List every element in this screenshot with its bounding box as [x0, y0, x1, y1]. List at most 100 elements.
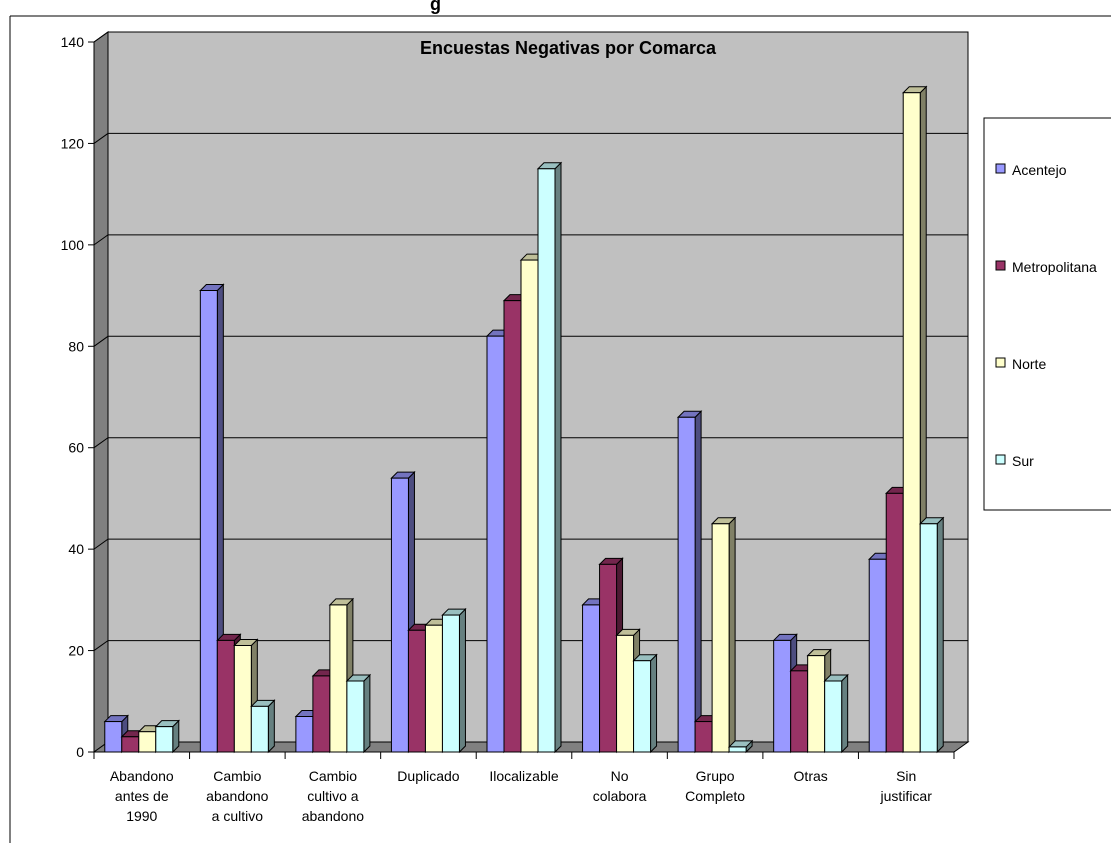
bar-front — [199, 290, 218, 753]
bar-side — [554, 161, 562, 754]
legend: Acentejo Metropolitana Norte Sur — [983, 117, 1111, 511]
x-category-label: 1990 — [126, 808, 157, 824]
bar-front — [329, 604, 348, 753]
legend-box — [983, 117, 1111, 511]
bar-side — [363, 673, 371, 754]
bar-front — [582, 604, 601, 753]
legend-label: Acentejo — [1012, 162, 1067, 178]
gridline — [93, 234, 968, 246]
bar-acentejo — [676, 410, 703, 754]
x-category-label: a cultivo — [212, 808, 264, 824]
bar-front — [537, 168, 556, 753]
bar-front — [486, 335, 505, 753]
bar-front — [216, 639, 235, 753]
bar-front — [346, 680, 365, 753]
bar-front — [616, 634, 635, 753]
top-cropped-text: g — [430, 0, 441, 14]
gridline — [93, 31, 968, 43]
x-category-label: Ilocalizable — [489, 768, 558, 784]
bar-acentejo — [103, 714, 129, 754]
bar-front — [868, 558, 887, 753]
bar-sur — [823, 673, 849, 754]
x-category-label: Grupo — [696, 768, 735, 784]
y-tick-label: 0 — [76, 744, 84, 760]
bar-side — [936, 516, 944, 754]
legend-swatch — [995, 163, 1006, 174]
legend-swatch — [995, 260, 1006, 271]
bar-side — [458, 607, 466, 754]
bar-front — [711, 523, 730, 753]
bar-front — [407, 629, 426, 753]
bar-front — [520, 259, 539, 753]
bar-side — [650, 653, 658, 754]
bar-front — [694, 721, 713, 753]
bar-front — [104, 721, 123, 753]
bar-front — [807, 655, 826, 753]
chart-title: Encuestas Negativas por Comarca — [420, 38, 717, 58]
bar-sur — [919, 516, 945, 754]
x-category-label: Completo — [685, 788, 745, 804]
bar-side — [694, 410, 702, 754]
x-category-label: colabora — [593, 788, 647, 804]
y-tick-label: 100 — [61, 237, 85, 253]
bar-norte — [710, 516, 737, 754]
bar-front — [824, 680, 843, 753]
y-tick-label: 80 — [68, 338, 84, 354]
bar-sur — [536, 161, 563, 754]
y-tick-label: 120 — [61, 135, 85, 151]
bar-front — [312, 675, 331, 753]
y-tick-label: 140 — [61, 34, 85, 50]
bar-front — [295, 716, 314, 753]
legend-label: Norte — [1012, 356, 1046, 372]
legend-swatch — [995, 357, 1006, 368]
bar-front — [677, 416, 696, 753]
x-category-label: Otras — [794, 768, 828, 784]
bar-front — [250, 705, 269, 753]
y-tick-label: 20 — [68, 643, 84, 659]
bar-front — [155, 726, 174, 753]
bar-side — [267, 699, 275, 754]
bar-sur — [154, 719, 180, 754]
bar-sur — [345, 673, 372, 754]
bar-sur — [727, 739, 754, 754]
axis-labels: 0 20 40 60 80 100 120 140 Abandono antes de 1990 Ca… — [61, 34, 933, 824]
bar-front — [424, 624, 443, 753]
x-category-label: Cambio — [309, 768, 357, 784]
bar-sur — [250, 699, 276, 754]
legend-label: Sur — [1012, 453, 1034, 469]
bar-front — [633, 660, 652, 753]
bar-front — [885, 492, 904, 753]
bar-front — [599, 563, 618, 753]
bar-front — [790, 670, 809, 753]
bar-front — [390, 477, 409, 753]
bars — [103, 85, 945, 754]
bar-front — [902, 92, 921, 753]
x-category-label: abandono — [206, 788, 269, 804]
bar-front — [121, 736, 140, 753]
bar-front — [138, 731, 157, 753]
x-category-label: Duplicado — [397, 768, 459, 784]
legend-label: Metropolitana — [1012, 259, 1097, 275]
bar-front — [441, 614, 460, 753]
bar-sur — [441, 607, 467, 754]
x-category-label: antes de — [115, 788, 169, 804]
gridline — [93, 132, 968, 144]
bar-side — [728, 516, 736, 754]
x-category-label: Cambio — [213, 768, 261, 784]
bar-side — [841, 673, 849, 754]
x-category-label: abandono — [302, 808, 365, 824]
bar-front — [503, 300, 522, 753]
bar-front — [728, 746, 747, 753]
x-category-label: cultivo a — [307, 788, 359, 804]
x-category-label: Abandono — [110, 768, 174, 784]
bar-front — [773, 639, 792, 753]
y-tick-label: 40 — [68, 541, 84, 557]
side-wall — [93, 31, 109, 753]
x-category-label: justificar — [880, 788, 933, 804]
x-category-label: No — [611, 768, 629, 784]
legend-swatch — [995, 454, 1006, 465]
bar-front — [919, 523, 938, 753]
gridline — [93, 335, 968, 347]
